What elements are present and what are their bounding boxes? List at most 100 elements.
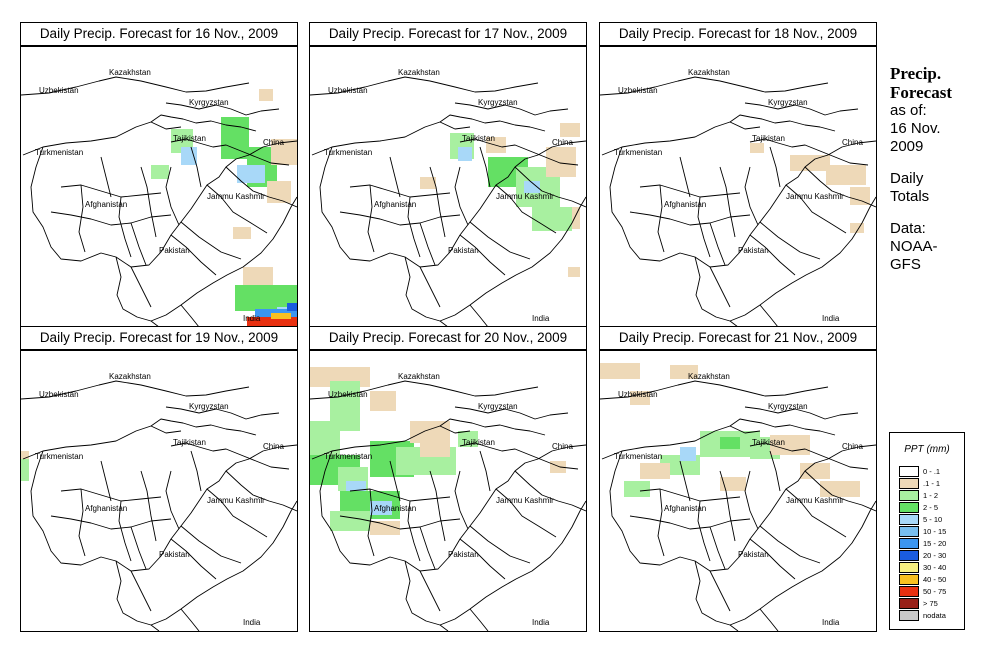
precip-cell [330, 511, 370, 531]
country-label-uzbekistan: Uzbekistan [328, 86, 368, 95]
precip-cell [720, 477, 746, 491]
boundary-line [349, 184, 451, 198]
legend-label: 20 - 30 [923, 551, 947, 560]
boundary-line [769, 450, 781, 492]
legend-swatch [899, 466, 919, 477]
country-label-tajikistan: Tajikistan [173, 134, 206, 143]
country-boundaries [21, 380, 297, 631]
legend-item: 20 - 30 [899, 550, 961, 561]
boundary-line [694, 196, 876, 322]
boundary-line [225, 470, 297, 512]
boundary-line [769, 146, 781, 188]
boundary-line [248, 444, 297, 460]
legend-swatch [899, 526, 919, 537]
precip-cell [181, 147, 197, 165]
boundary-line [115, 196, 297, 322]
boundary-line [21, 76, 250, 96]
boundary-line [495, 184, 557, 234]
legend-label: 1 - 2 [923, 491, 939, 500]
boundary-line [709, 570, 731, 612]
legend-swatch [899, 610, 919, 621]
legend-item: 2 - 5 [899, 502, 961, 513]
precip-cell [630, 391, 650, 405]
boundary-line [454, 166, 469, 226]
legend-item: 1 - 2 [899, 490, 961, 501]
legend-item: 5 - 10 [899, 514, 961, 525]
boundary-line [459, 538, 506, 580]
boundary-line [759, 221, 821, 260]
boundary-line [469, 525, 531, 564]
boundary-line [349, 488, 451, 502]
side-info: Precip. Forecast as of: 16 Nov. 2009 Dai… [890, 64, 980, 274]
boundary-line [454, 406, 569, 420]
boundary-line [339, 515, 461, 530]
boundary-line [601, 121, 761, 156]
legend-swatch [899, 514, 919, 525]
country-label-kazakhstan: Kazakhstan [109, 68, 151, 77]
boundary-line [657, 488, 665, 557]
boundary-line [78, 488, 86, 557]
country-label-kyrgyzstan: Kyrgyzstan [768, 402, 808, 411]
boundary-line [311, 121, 471, 156]
country-label-jammu-kashmir: Jammu Kashmir [496, 496, 554, 505]
boundary-line [759, 525, 821, 564]
boundary-line [537, 140, 586, 156]
country-label-afghanistan: Afghanistan [664, 504, 706, 513]
boundary-line [609, 146, 829, 268]
boundary-line [165, 102, 280, 116]
boundary-line [469, 221, 531, 260]
boundary-line [749, 234, 796, 276]
boundary-line [459, 138, 579, 166]
precip-cell [243, 267, 273, 287]
country-label-china: China [842, 138, 863, 147]
boundary-line [140, 470, 157, 542]
boundary-line [225, 166, 297, 208]
country-label-india: India [243, 618, 261, 627]
boundary-line [439, 608, 489, 631]
boundary-line [479, 146, 491, 188]
country-boundaries [310, 76, 586, 327]
data-source-line: Data: [890, 220, 926, 237]
country-label-afghanistan: Afghanistan [85, 200, 127, 209]
precip-cell [750, 143, 764, 153]
panel-title: Daily Precip. Forecast for 17 Nov., 2009 [309, 22, 587, 46]
boundary-line [118, 196, 132, 258]
country-boundaries [310, 380, 586, 631]
legend-label: 2 - 5 [923, 503, 939, 512]
country-label-china: China [263, 442, 284, 451]
boundary-line [785, 488, 847, 538]
boundary-line [407, 196, 421, 258]
country-label-turkmenistan: Turkmenistan [35, 148, 83, 157]
boundary-line [319, 450, 539, 572]
boundary-line [190, 450, 202, 492]
boundary-line [165, 406, 280, 420]
boundary-line [744, 406, 859, 420]
boundary-line [150, 608, 200, 631]
boundary-line [22, 425, 182, 460]
data-source-line: GFS [890, 256, 921, 273]
country-label-china: China [842, 442, 863, 451]
boundary-line [657, 184, 665, 253]
boundary-line [639, 488, 741, 502]
heading-line: Forecast [890, 83, 952, 102]
precip-cell [850, 223, 864, 233]
country-label-kyrgyzstan: Kyrgyzstan [189, 402, 229, 411]
boundary-line [459, 234, 506, 276]
panel-title: Daily Precip. Forecast for 18 Nov., 2009 [599, 22, 877, 46]
country-label-kyrgyzstan: Kyrgyzstan [478, 402, 518, 411]
country-label-uzbekistan: Uzbekistan [328, 390, 368, 399]
as-of-line: 16 Nov. [890, 120, 941, 137]
boundary-line [319, 146, 539, 268]
precip-cell [410, 421, 450, 443]
precip-cell [550, 461, 566, 473]
boundary-line [679, 156, 691, 198]
legend-label: 5 - 10 [923, 515, 943, 524]
country-label-uzbekistan: Uzbekistan [39, 390, 79, 399]
precip-cell [560, 123, 580, 137]
boundary-line [60, 184, 162, 198]
boundary-line [180, 525, 242, 564]
boundary-line [479, 450, 491, 492]
precip-cell [826, 165, 866, 185]
country-label-pakistan: Pakistan [159, 550, 190, 559]
boundary-line [514, 166, 586, 208]
